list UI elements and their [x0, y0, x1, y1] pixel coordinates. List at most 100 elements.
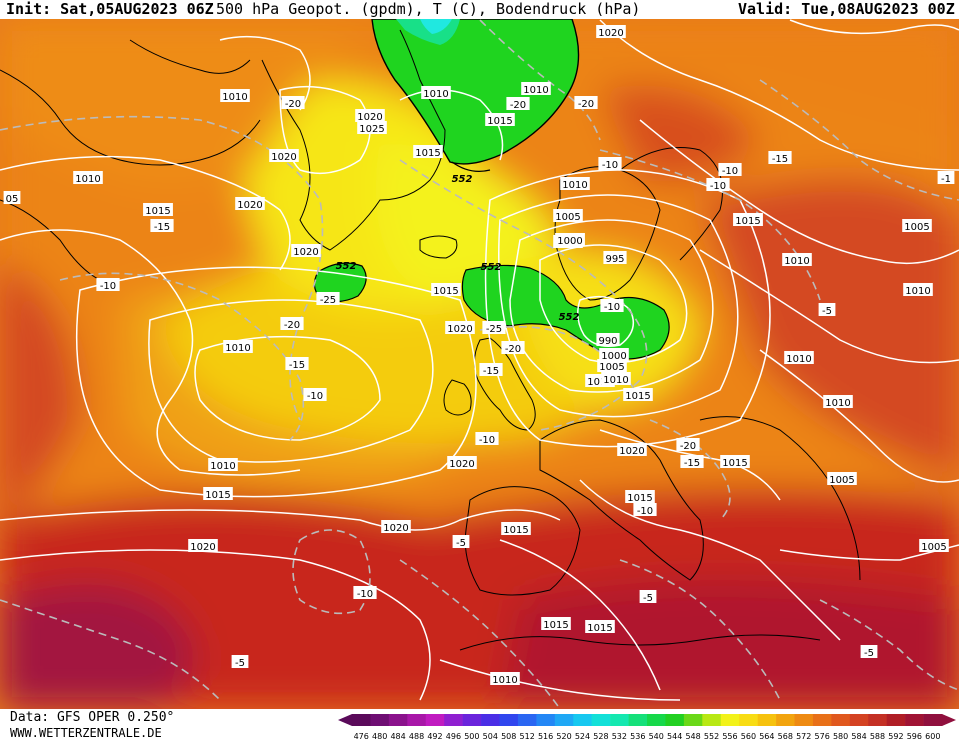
- svg-text:1015: 1015: [543, 620, 568, 631]
- temperature-label: -20: [506, 97, 530, 111]
- svg-text:1020: 1020: [357, 112, 382, 123]
- colorbar-swatch: [554, 714, 574, 726]
- colorbar-swatch: [647, 714, 666, 726]
- svg-text:1010: 1010: [562, 180, 587, 191]
- svg-text:-10: -10: [602, 160, 618, 171]
- isobar-label: 1015: [485, 113, 515, 127]
- colorbar-tick-label: 552: [704, 732, 719, 741]
- colorbar-tick-label: 528: [593, 732, 608, 741]
- colorbar-tick-label: 524: [575, 732, 590, 741]
- svg-text:1015: 1015: [587, 377, 612, 388]
- colorbar-swatch: [720, 714, 740, 726]
- svg-text:1010: 1010: [492, 675, 517, 686]
- svg-text:1010: 1010: [523, 85, 548, 96]
- colorbar-swatch: [757, 714, 777, 726]
- isobar-label: 1005: [553, 209, 583, 223]
- svg-text:1005: 1005: [599, 362, 624, 373]
- isobar-label: 1010: [73, 171, 103, 185]
- colorbar-tick-label: 512: [520, 732, 535, 741]
- geopotential-contour: [451, 161, 491, 172]
- colorbar-tick-label: 492: [427, 732, 442, 741]
- colorbar-swatch: [388, 714, 408, 726]
- colorbar-tick-label: 532: [612, 732, 627, 741]
- isobar-label: 1015: [733, 213, 763, 227]
- isobar-label: 1010: [220, 89, 250, 103]
- isobar-label: 1010: [208, 458, 238, 472]
- svg-text:-15: -15: [772, 154, 788, 165]
- temperature-label: -10: [598, 157, 622, 171]
- temperature-label: -20: [280, 317, 304, 331]
- colorbar-tick-label: 484: [390, 732, 405, 741]
- data-source: Data: GFS OPER 0.250°: [10, 710, 175, 725]
- temperature-label: -5: [452, 535, 470, 549]
- colorbar-swatch: [886, 714, 906, 726]
- temperature-label: -10: [718, 163, 742, 177]
- colorbar-swatch: [481, 714, 500, 726]
- svg-text:552: 552: [559, 312, 580, 323]
- temperature-label: -15: [768, 151, 792, 165]
- colorbar-swatch: [536, 714, 556, 726]
- svg-text:-15: -15: [154, 222, 170, 233]
- isobar-label: 1020: [188, 539, 218, 553]
- colorbar-swatch: [370, 714, 390, 726]
- colorbar-tick-label: 508: [501, 732, 516, 741]
- geopotential-label: 552: [336, 261, 357, 272]
- colorbar-swatch: [905, 714, 924, 726]
- temperature-label: -20: [676, 438, 700, 452]
- isobar-label: 1020: [447, 456, 477, 470]
- colorbar-left-arrow: [338, 714, 352, 726]
- colorbar-tick-label: 536: [630, 732, 645, 741]
- colorbar-tick-label: 592: [888, 732, 903, 741]
- colorbar-tick-label: 568: [778, 732, 793, 741]
- svg-text:1005: 1005: [921, 542, 946, 553]
- colorbar-swatch: [812, 714, 832, 726]
- svg-text:1010: 1010: [75, 174, 100, 185]
- svg-text:-10: -10: [722, 166, 738, 177]
- svg-text:1000: 1000: [557, 236, 582, 247]
- colorbar-tick-label: 540: [649, 732, 664, 741]
- svg-text:-10: -10: [637, 506, 653, 517]
- isobar-label: 1010: [601, 372, 631, 386]
- svg-text:1010: 1010: [225, 343, 250, 354]
- colorbar-tick-label: 580: [833, 732, 848, 741]
- isobar-label: 1005: [919, 539, 949, 553]
- isobar-label: 1010: [490, 672, 520, 686]
- svg-text:1020: 1020: [449, 459, 474, 470]
- svg-text:1010: 1010: [222, 92, 247, 103]
- isobar-label: 1020: [381, 520, 411, 534]
- temperature-label: -10: [600, 299, 624, 313]
- isobar-label: 1015: [623, 388, 653, 402]
- colorbar-swatch: [628, 714, 648, 726]
- svg-text:995: 995: [605, 254, 624, 265]
- svg-text:-10: -10: [307, 391, 323, 402]
- svg-text:1020: 1020: [190, 542, 215, 553]
- valid-time: Valid: Tue,08AUG2023 00Z: [738, 0, 955, 18]
- colorbar-tick-label: 480: [372, 732, 387, 741]
- svg-text:-10: -10: [357, 589, 373, 600]
- svg-text:-1: -1: [941, 174, 951, 185]
- svg-text:1015: 1015: [205, 490, 230, 501]
- svg-text:-20: -20: [680, 441, 696, 452]
- isobar-label: 05: [3, 191, 21, 205]
- svg-text:1020: 1020: [271, 152, 296, 163]
- color-scale-legend: 476 480 484 488 492 496 500 504 508 512 516 520 524 5…: [338, 714, 956, 741]
- isobar-label: 1020: [291, 244, 321, 258]
- colorbar-tick-label: 496: [446, 732, 461, 741]
- colorbar-swatch: [739, 714, 758, 726]
- svg-text:-10: -10: [479, 435, 495, 446]
- colorbar-tick-label: 560: [741, 732, 756, 741]
- colorbar-swatch: [462, 714, 482, 726]
- isobar-label: 1005: [827, 472, 857, 486]
- svg-text:1015: 1015: [503, 525, 528, 536]
- colorbar-swatch: [849, 714, 869, 726]
- isobar-label: 1020: [617, 443, 647, 457]
- temperature-label: -20: [574, 96, 598, 110]
- temperature-label: -10: [633, 503, 657, 517]
- isobar-label: 1010: [903, 283, 933, 297]
- svg-text:1010: 1010: [210, 461, 235, 472]
- svg-text:-25: -25: [320, 295, 336, 306]
- colorbar-tick-label: 572: [796, 732, 811, 741]
- svg-text:1015: 1015: [625, 391, 650, 402]
- svg-text:1020: 1020: [619, 446, 644, 457]
- svg-text:1005: 1005: [829, 475, 854, 486]
